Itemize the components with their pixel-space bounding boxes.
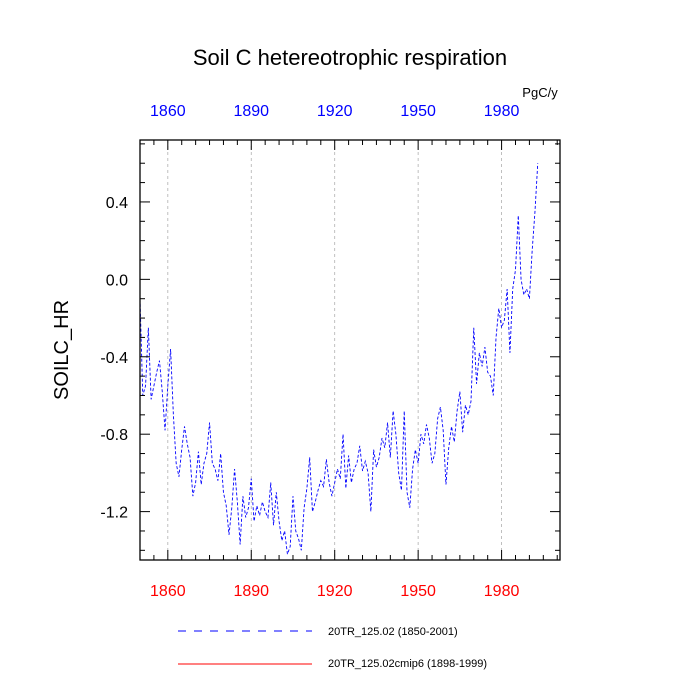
x-tick-label-bottom-1920: 1920 [317,583,353,600]
x-tick-label-bottom-1980: 1980 [484,583,520,600]
x-tick-label-top-1980: 1980 [484,103,520,120]
x-tick-label-bottom-1950: 1950 [400,583,436,600]
legend-label-series-2: 20TR_125.02cmip6 (1898-1999) [328,658,487,670]
series-line-1 [139,163,539,555]
x-tick-label-top-1890: 1890 [233,103,269,120]
x-tick-label-bottom-1860: 1860 [150,583,186,600]
x-tick-label-bottom-1890: 1890 [233,583,269,600]
x-tick-label-top-1920: 1920 [317,103,353,120]
legend-label-series-1: 20TR_125.02 (1850-2001) [328,626,458,638]
grid-lines [167,140,502,560]
legend: 20TR_125.02 (1850-2001) 20TR_125.02cmip6… [178,626,487,670]
y-axis-label: SOILC_HR [51,300,73,400]
chart-title: Soil C hetereotrophic respiration [193,45,507,70]
units-label: PgC/y [522,85,558,100]
x-tick-label-top-1950: 1950 [400,103,436,120]
y-tick-label-4: -1.2 [100,505,128,522]
plot-series [139,163,539,555]
y-tick-label-0: 0.4 [106,195,128,212]
tick-labels: 1860 1860 1890 1890 1920 1920 1950 1950 1980 1980… [100,103,519,600]
y-tick-label-3: -0.8 [100,427,128,444]
x-tick-label-top-1860: 1860 [150,103,186,120]
plot-frame [139,139,561,561]
y-tick-label-1: 0.0 [106,272,128,289]
y-tick-label-2: -0.4 [100,350,128,367]
axis-ticks [139,140,560,560]
